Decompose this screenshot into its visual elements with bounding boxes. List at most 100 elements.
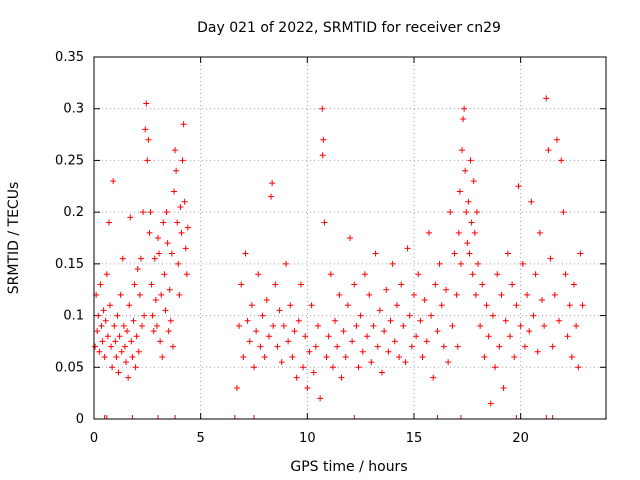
data-point bbox=[174, 219, 181, 226]
data-point bbox=[381, 328, 388, 335]
data-point bbox=[240, 353, 247, 360]
data-point bbox=[109, 364, 116, 371]
data-point bbox=[180, 121, 187, 128]
data-point bbox=[473, 209, 480, 216]
data-point bbox=[172, 147, 179, 154]
data-point bbox=[387, 317, 394, 324]
data-point bbox=[445, 359, 452, 366]
data-point bbox=[432, 281, 439, 288]
data-point bbox=[176, 291, 183, 298]
data-point bbox=[166, 286, 173, 293]
data-point bbox=[270, 322, 277, 329]
data-point bbox=[133, 333, 140, 340]
data-point bbox=[121, 343, 128, 350]
data-point bbox=[436, 260, 443, 267]
data-point bbox=[534, 348, 541, 355]
data-point bbox=[323, 353, 330, 360]
data-point bbox=[325, 333, 332, 340]
y-tick-label: 0.3 bbox=[63, 102, 84, 117]
data-point bbox=[110, 178, 117, 185]
x-axis-label: GPS time / hours bbox=[290, 459, 407, 475]
data-point bbox=[485, 333, 492, 340]
data-point bbox=[517, 322, 524, 329]
data-point bbox=[287, 302, 294, 309]
data-point bbox=[428, 312, 435, 319]
data-point bbox=[157, 338, 164, 345]
data-point bbox=[150, 328, 157, 335]
data-point bbox=[182, 245, 189, 252]
data-point bbox=[398, 281, 405, 288]
data-point bbox=[366, 291, 373, 298]
data-point bbox=[242, 250, 249, 257]
data-point bbox=[349, 338, 356, 345]
data-point bbox=[257, 343, 264, 350]
data-point bbox=[130, 317, 137, 324]
data-point bbox=[329, 364, 336, 371]
data-point bbox=[315, 322, 321, 329]
y-axis-label: SRMTID / TECUs bbox=[6, 182, 22, 295]
data-point bbox=[402, 359, 409, 366]
y-tick-label: 0.15 bbox=[55, 257, 84, 272]
data-point bbox=[573, 322, 580, 329]
data-point bbox=[340, 328, 347, 335]
data-point bbox=[149, 312, 156, 319]
data-point bbox=[357, 312, 364, 319]
data-point bbox=[406, 312, 413, 319]
data-point bbox=[317, 395, 324, 402]
x-axis: 0 5 10 15 20 bbox=[90, 57, 529, 446]
data-point bbox=[472, 291, 479, 298]
x-tick-label: 0 bbox=[90, 431, 98, 446]
data-point bbox=[289, 353, 296, 360]
data-point bbox=[136, 291, 143, 298]
data-point bbox=[556, 317, 563, 324]
data-point bbox=[179, 157, 186, 164]
data-point bbox=[519, 260, 526, 267]
data-point bbox=[434, 328, 441, 335]
data-point bbox=[297, 281, 304, 288]
x-tick-label: 20 bbox=[512, 431, 529, 446]
data-point bbox=[457, 260, 464, 267]
data-point bbox=[453, 291, 460, 298]
data-point bbox=[141, 312, 148, 319]
data-point bbox=[338, 374, 345, 381]
data-point bbox=[146, 229, 153, 236]
data-point bbox=[477, 322, 484, 329]
data-point bbox=[320, 136, 327, 143]
data-point bbox=[96, 348, 103, 355]
data-point bbox=[385, 348, 392, 355]
data-point bbox=[539, 297, 545, 304]
data-point bbox=[255, 271, 262, 278]
data-point bbox=[175, 260, 182, 267]
data-point bbox=[295, 317, 302, 324]
data-point bbox=[173, 167, 180, 174]
data-point bbox=[167, 317, 174, 324]
data-point bbox=[123, 359, 129, 366]
data-point bbox=[379, 369, 385, 376]
data-point bbox=[461, 105, 468, 112]
data-point bbox=[253, 328, 260, 335]
data-point bbox=[153, 322, 160, 329]
data-point bbox=[498, 291, 505, 298]
data-point bbox=[248, 302, 255, 309]
y-tick-label: 0.2 bbox=[63, 205, 84, 220]
data-point bbox=[368, 359, 375, 366]
data-point bbox=[466, 250, 473, 257]
data-point bbox=[142, 126, 149, 133]
data-point bbox=[470, 178, 477, 185]
data-point bbox=[268, 193, 275, 200]
data-point bbox=[413, 333, 420, 340]
y-axis: 0 0.05 0.1 0.15 0.2 0.25 0.3 0.35 bbox=[55, 50, 606, 427]
y-tick-label: 0.05 bbox=[55, 360, 84, 375]
data-point bbox=[383, 286, 390, 293]
data-point bbox=[408, 343, 415, 350]
data-point bbox=[148, 281, 155, 288]
data-point bbox=[265, 333, 272, 340]
data-point bbox=[107, 302, 113, 309]
data-point bbox=[507, 333, 513, 340]
data-point bbox=[140, 209, 147, 216]
data-point bbox=[562, 271, 569, 278]
data-point bbox=[558, 157, 565, 164]
data-point bbox=[139, 322, 145, 329]
data-point bbox=[524, 291, 531, 298]
